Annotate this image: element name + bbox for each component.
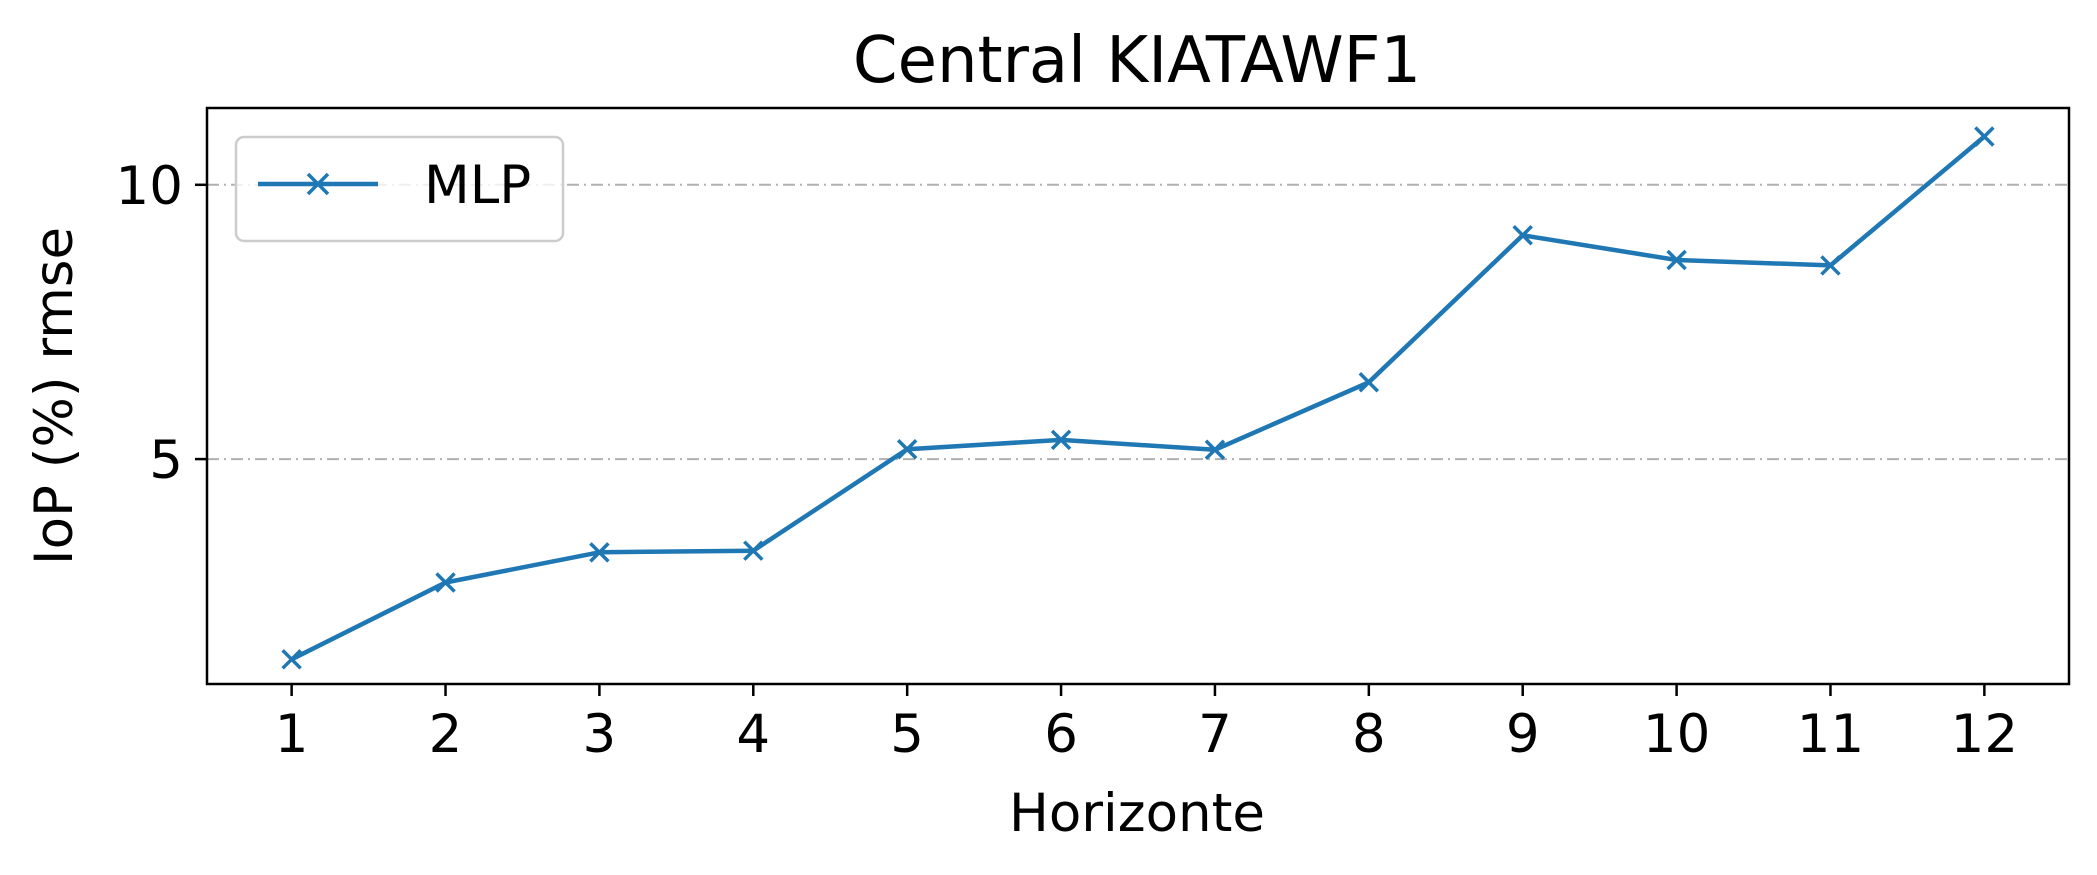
data-point-marker	[589, 542, 610, 563]
data-point-marker	[1974, 126, 1995, 147]
y-tick-label: 10	[116, 156, 183, 217]
x-tick-label: 2	[429, 704, 463, 765]
data-point-marker	[896, 438, 918, 460]
data-point-marker	[1358, 372, 1380, 393]
x-tick-label: 11	[1797, 704, 1864, 765]
legend-marker-x	[306, 172, 330, 196]
x-tick-label: 1	[275, 704, 309, 765]
x-tick-label: 7	[1198, 704, 1232, 765]
x-tick-label: 4	[736, 704, 770, 765]
legend-label: MLP	[424, 155, 531, 216]
x-tick-label: 12	[1951, 704, 2018, 765]
gridlines	[207, 183, 2069, 461]
y-axis-title: IoP (%) rmse	[24, 227, 85, 565]
series-line-mlp	[290, 134, 1986, 662]
data-point-marker	[1820, 255, 1841, 276]
data-point-marker	[1666, 249, 1687, 271]
x-tick-label: 5	[890, 704, 924, 765]
x-tick-label: 3	[583, 704, 617, 765]
x-axis-title: Horizonte	[1009, 783, 1265, 844]
x-axis-ticks: 1 2 3 4 5 6 7 8 9 10 11 12	[275, 684, 2018, 765]
x-tick-label: 6	[1044, 704, 1078, 765]
legend: MLP	[234, 135, 565, 243]
series-layer	[281, 126, 1995, 670]
data-point-marker	[1512, 225, 1533, 246]
data-point-marker	[743, 540, 764, 561]
data-point-marker	[1204, 439, 1226, 460]
y-tick-label: 5	[149, 430, 183, 491]
x-tick-label: 8	[1352, 704, 1386, 765]
x-tick-label: 10	[1643, 704, 1710, 765]
data-point-marker	[435, 572, 456, 593]
data-point-marker	[1050, 429, 1072, 451]
legend-box	[234, 135, 565, 243]
y-axis-ticks: 5 10	[116, 156, 207, 491]
data-point-marker	[281, 649, 302, 670]
x-tick-label: 9	[1506, 704, 1540, 765]
chart-title: Central KIATAWF1	[853, 24, 1421, 98]
plot-area-frame	[205, 106, 2071, 686]
